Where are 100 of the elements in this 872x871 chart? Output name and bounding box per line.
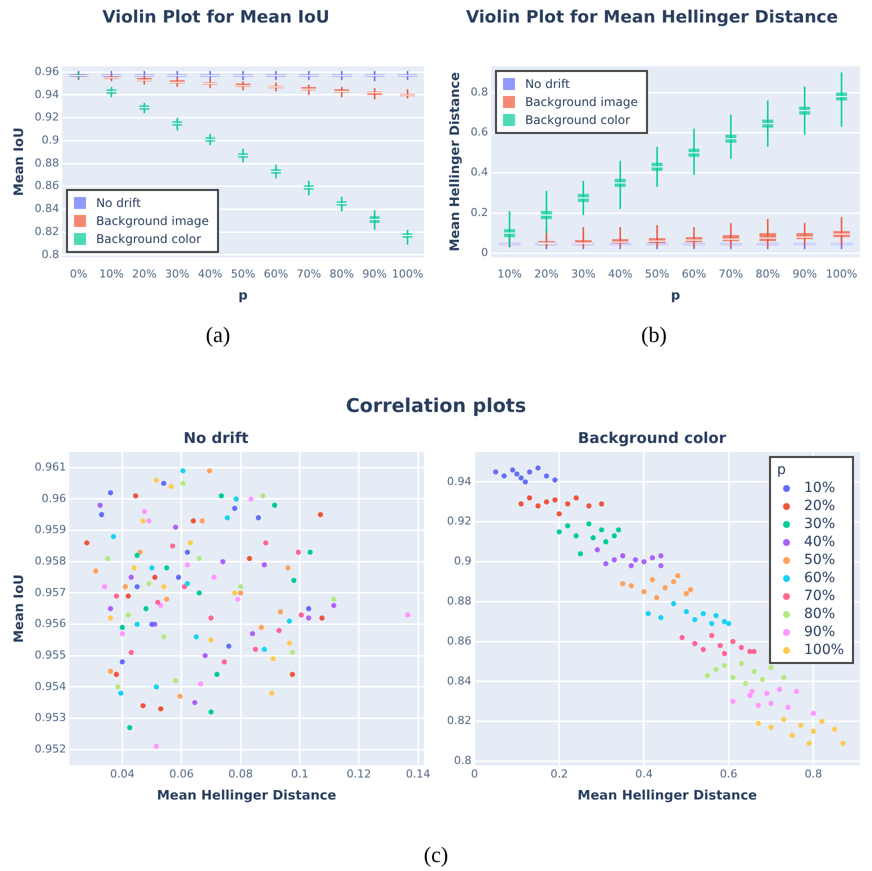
y-tick-label: 0.88 xyxy=(34,156,60,170)
point xyxy=(544,499,550,504)
point xyxy=(628,583,634,588)
y-axis-title: Mean IoU xyxy=(12,127,28,196)
point xyxy=(154,478,159,483)
x-tick-label: 20% xyxy=(534,268,559,281)
x-tick-label: 0.14 xyxy=(406,768,430,781)
point xyxy=(684,608,689,614)
point xyxy=(127,725,132,730)
point xyxy=(158,602,164,608)
text: (a) xyxy=(204,322,232,348)
point xyxy=(286,618,292,624)
x-tick-label: 90% xyxy=(792,268,817,281)
legend-label: 80% xyxy=(804,605,836,623)
point xyxy=(248,496,254,502)
text: (c) xyxy=(422,842,450,868)
point xyxy=(146,580,152,586)
point xyxy=(620,553,626,558)
y-tick-label: 0.8 xyxy=(42,248,60,261)
point xyxy=(290,650,295,656)
point xyxy=(262,646,267,652)
point xyxy=(120,624,125,630)
point xyxy=(738,660,744,666)
point xyxy=(200,518,205,524)
legend-label: Background image xyxy=(525,94,638,112)
y-tick-label: 0.9 xyxy=(42,134,60,147)
y-tick-label: 0.952 xyxy=(34,742,66,756)
point xyxy=(612,533,617,538)
point xyxy=(718,642,723,648)
point xyxy=(594,547,600,552)
point xyxy=(269,690,274,696)
point xyxy=(650,555,656,560)
y-tick-label: 0.88 xyxy=(446,594,472,608)
point xyxy=(688,587,694,592)
x-tick-label: 0.06 xyxy=(169,768,194,781)
y-tick-label: 0.954 xyxy=(34,680,66,693)
point xyxy=(232,590,238,596)
x-tick-label: 70% xyxy=(718,268,744,281)
point xyxy=(168,484,174,490)
point xyxy=(700,646,706,652)
point xyxy=(526,469,532,475)
point xyxy=(760,676,766,682)
chart-title: Background color xyxy=(578,428,727,447)
point xyxy=(840,740,846,746)
point xyxy=(405,612,410,618)
legend-label: 10% xyxy=(804,479,836,497)
point xyxy=(262,562,267,568)
point xyxy=(142,508,148,514)
point xyxy=(154,744,159,750)
point xyxy=(206,468,212,474)
point xyxy=(565,523,570,528)
x-tick-label: 40% xyxy=(608,268,632,281)
point xyxy=(810,728,816,734)
x-tick-label: 60% xyxy=(264,268,288,281)
point xyxy=(161,480,166,486)
legend-label: 70% xyxy=(804,587,836,605)
x-tick-label: 0.1 xyxy=(291,768,309,781)
point xyxy=(234,496,239,502)
point xyxy=(730,674,736,680)
x-tick-label: 50% xyxy=(644,268,670,281)
point xyxy=(286,640,292,646)
y-tick-label: 0.9 xyxy=(454,554,472,568)
point xyxy=(722,650,728,656)
y-tick-label: 0.82 xyxy=(34,224,60,238)
y-tick-label: 0.953 xyxy=(34,711,66,724)
point xyxy=(306,615,312,621)
legend-label: No drift xyxy=(96,195,141,212)
point xyxy=(726,620,732,626)
x-tick-label: 80% xyxy=(330,268,354,281)
legend-label: 100% xyxy=(804,641,844,659)
point xyxy=(641,589,647,594)
point xyxy=(108,668,114,674)
point xyxy=(93,568,98,574)
y-tick-label: 0.2 xyxy=(470,206,488,219)
point xyxy=(318,512,324,518)
point xyxy=(722,662,728,668)
point xyxy=(535,465,541,471)
point xyxy=(246,556,252,562)
x-tick-label: 0% xyxy=(70,268,88,281)
point xyxy=(616,527,622,532)
y-tick-label: 0.94 xyxy=(446,474,472,488)
point xyxy=(211,574,217,580)
legend-title: p xyxy=(777,461,787,479)
x-tick-label: 100% xyxy=(392,268,424,281)
point xyxy=(768,700,774,706)
point xyxy=(556,529,562,534)
point xyxy=(110,534,116,540)
point xyxy=(238,584,244,590)
point xyxy=(108,615,114,621)
point xyxy=(722,618,728,624)
y-tick-label: 0.86 xyxy=(446,634,472,648)
x-tick-label: 0.4 xyxy=(635,768,653,781)
point xyxy=(574,533,579,538)
point xyxy=(675,573,680,578)
point xyxy=(806,740,812,746)
x-axis-title: p xyxy=(238,288,248,304)
point xyxy=(679,634,685,640)
y-tick-label: 0.6 xyxy=(470,126,488,139)
point xyxy=(192,700,198,706)
point xyxy=(114,593,120,599)
